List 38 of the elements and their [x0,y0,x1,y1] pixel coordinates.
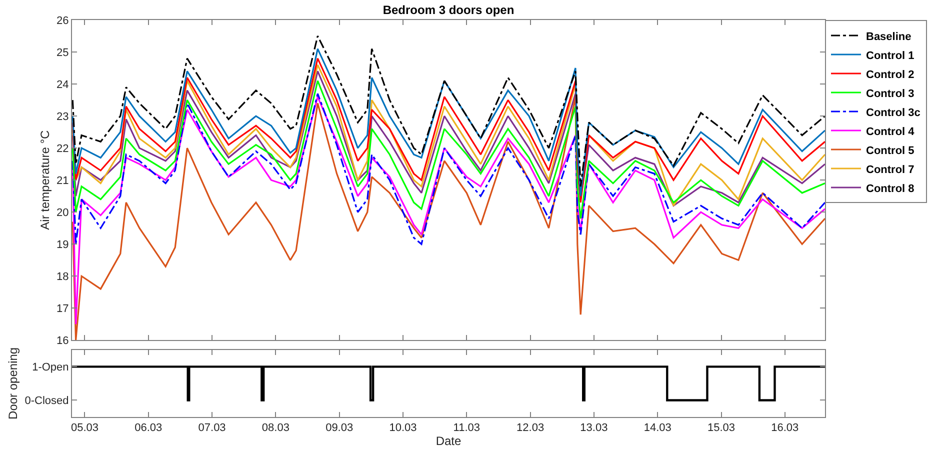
legend-label: Control 3c [866,106,920,119]
y-tick-label: 25 [56,46,69,59]
y-tick-label: 24 [56,78,69,91]
x-tick-label: 10.03 [389,422,417,434]
chart-title: Bedroom 3 doors open [382,3,514,18]
legend-label: Control 2 [866,68,914,81]
y-tick-label: 22 [56,142,69,155]
y-tick-label: 26 [56,14,69,27]
x-tick-label: 08.03 [262,422,290,434]
x-axis-title: Date [436,434,462,448]
y-tick-label: 1-Open [32,362,69,374]
legend-label: Control 4 [866,126,916,138]
y-tick-label: 16 [56,335,69,348]
x-tick-label: 11.03 [453,422,480,434]
y-axis-title: Air temperature °C [38,130,52,230]
legend-label: Control 1 [866,50,914,62]
x-tick-label: 09.03 [326,422,354,434]
legend-label: Control 3 [866,88,914,100]
y-tick-label: 20 [56,206,69,219]
x-tick-label: 15.03 [707,422,736,434]
x-tick-label: 16.03 [771,422,799,434]
y-tick-label: 19 [56,238,69,251]
legend-label: Control 8 [866,182,914,195]
x-tick-label: 13.03 [580,422,608,434]
y-tick-label: 17 [56,303,69,316]
x-tick-label: 12.03 [516,422,544,434]
legend-label: Baseline [866,30,912,43]
y-tick-label: 23 [56,110,69,123]
legend-label: Control 7 [866,164,914,176]
y-tick-label: 18 [56,270,69,283]
x-tick-label: 07.03 [198,422,226,434]
y-tick-label: 0-Closed [24,395,69,408]
y-tick-label: 21 [56,174,69,187]
x-tick-label: 06.03 [134,422,162,434]
legend-label: Control 5 [866,144,914,157]
x-tick-label: 14.03 [644,422,672,434]
x-tick-label: 05.03 [70,422,98,434]
y-axis-title: Door opening [6,347,20,420]
